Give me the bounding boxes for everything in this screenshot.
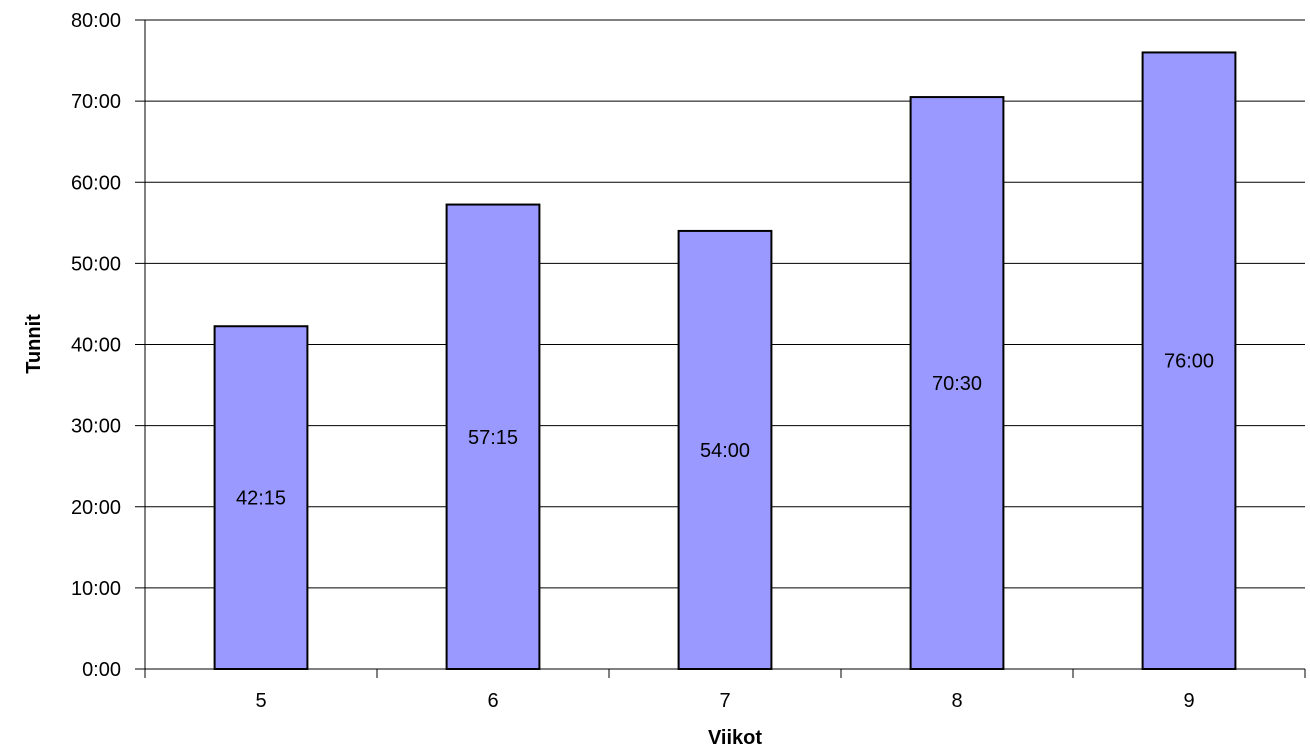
- data-label: 54:00: [700, 440, 750, 462]
- y-tick-label: 30:00: [71, 416, 121, 438]
- y-tick-label: 0:00: [82, 659, 121, 681]
- x-tick-label: 5: [255, 690, 266, 712]
- data-label: 57:15: [468, 427, 518, 449]
- y-tick-label: 10:00: [71, 578, 121, 600]
- y-tick-label: 70:00: [71, 91, 121, 113]
- y-tick-label: 50:00: [71, 253, 121, 275]
- y-tick-label: 80:00: [71, 10, 121, 32]
- x-tick-label: 6: [487, 690, 498, 712]
- x-tick-label: 7: [719, 690, 730, 712]
- data-label: 70:30: [932, 373, 982, 395]
- y-tick-label: 40:00: [71, 335, 121, 357]
- y-axis-title: Tunnit: [23, 314, 45, 374]
- x-tick-label: 8: [951, 690, 962, 712]
- y-tick-label: 60:00: [71, 172, 121, 194]
- bar-week-5: [213, 325, 309, 670]
- data-label: 76:00: [1164, 351, 1214, 373]
- bar-week-7: [677, 229, 773, 671]
- x-tick-label: 9: [1183, 690, 1194, 712]
- x-axis-title: Viikot: [708, 727, 762, 749]
- bar-week-6: [445, 203, 541, 670]
- bar-week-8: [909, 96, 1005, 671]
- axes: 0:00 10:00 20:00 30:00 40:00 50:00 60:00 70:00 8…: [71, 10, 1306, 712]
- data-label: 42:15: [236, 488, 286, 510]
- bars: [213, 51, 1237, 671]
- bar-week-9: [1141, 51, 1237, 670]
- y-tick-label: 20:00: [71, 497, 121, 519]
- data-labels: 42:15 57:15 54:00 70:30 76:00: [236, 351, 1214, 510]
